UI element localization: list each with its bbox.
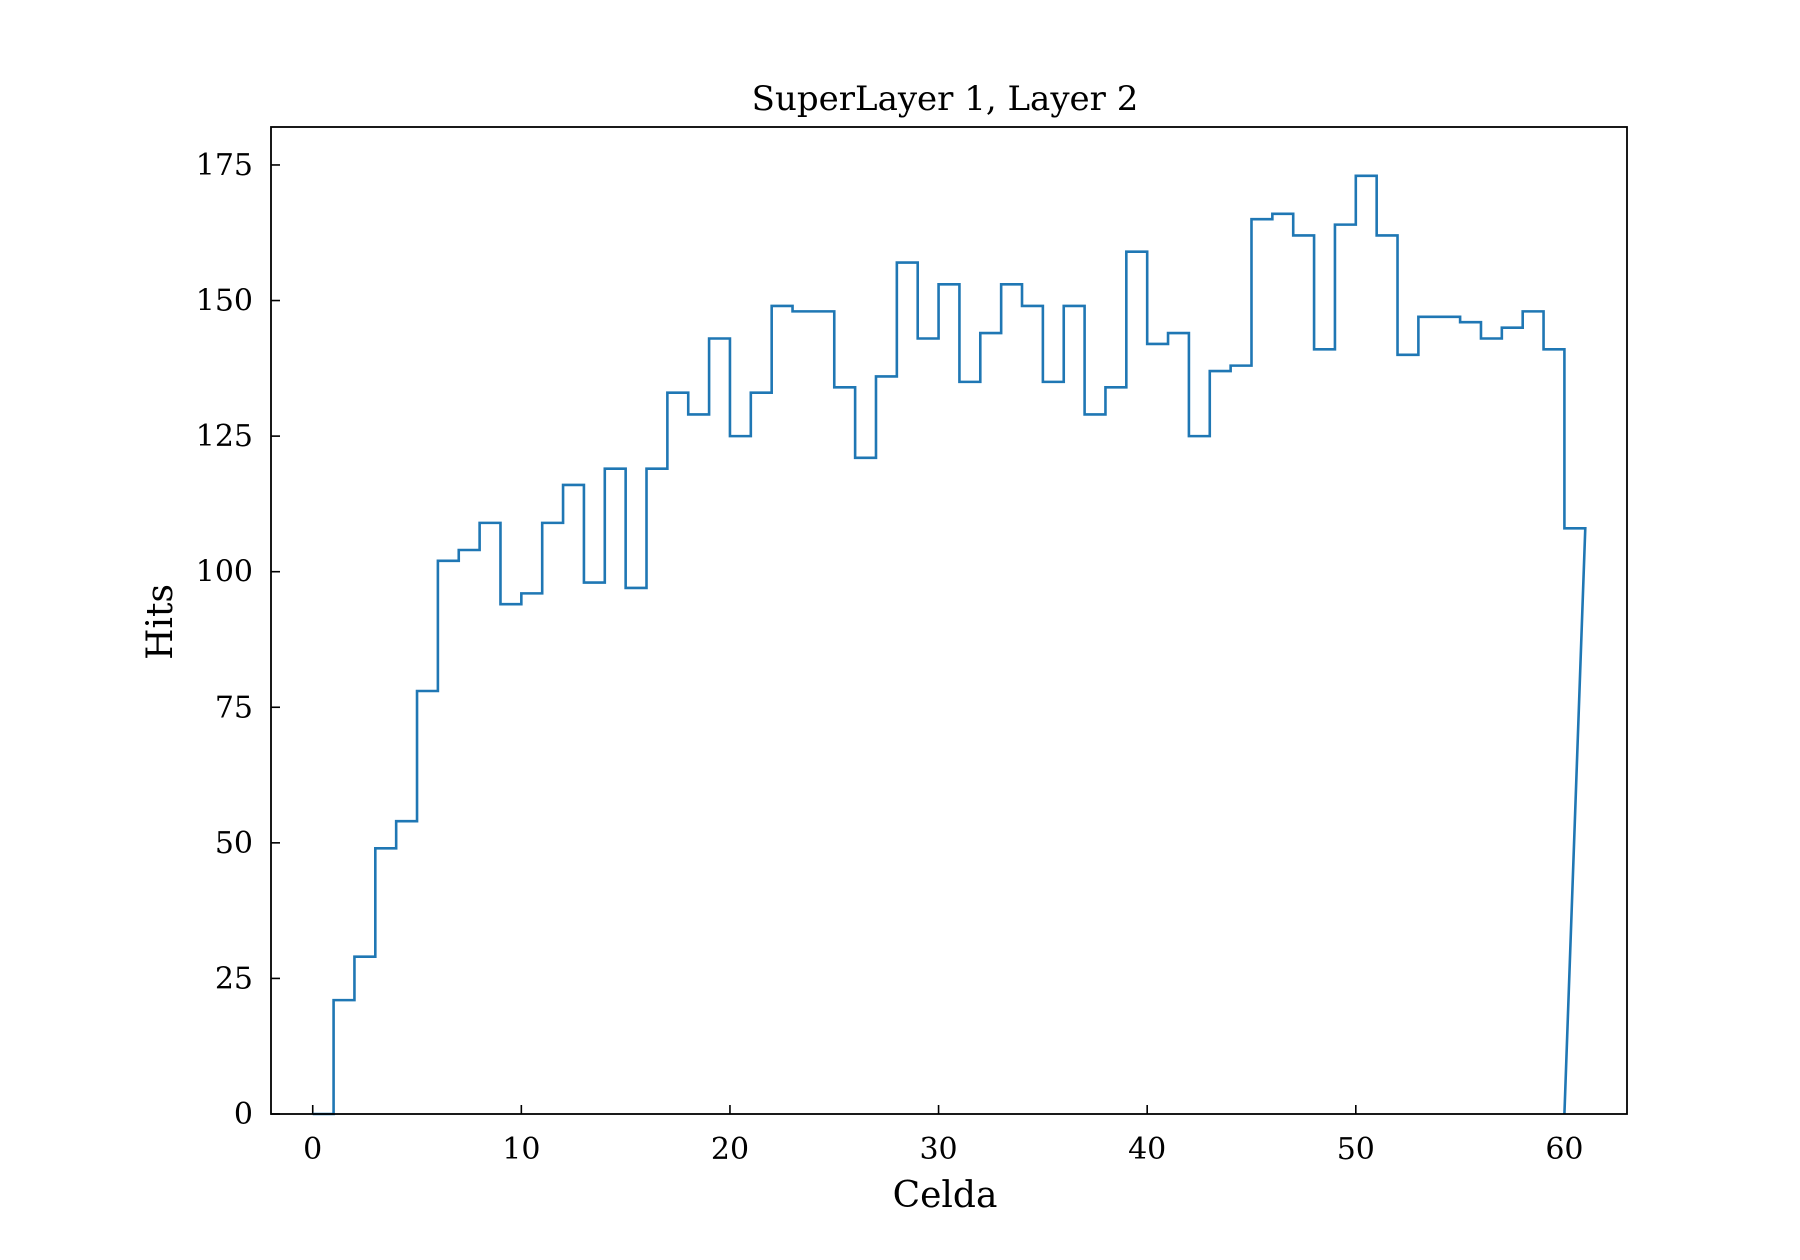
y-tick-label: 175	[196, 148, 253, 183]
x-tick-label: 60	[1545, 1132, 1583, 1167]
ticks-group: 0 10 20 30 40 50 60 0 25 50 75 100 125 150 175	[196, 148, 1584, 1167]
y-tick-label: 25	[215, 961, 253, 996]
x-tick-label: 10	[502, 1132, 540, 1167]
y-tick-label: 0	[234, 1097, 253, 1132]
x-tick-label: 30	[919, 1132, 957, 1167]
y-tick-label: 50	[215, 826, 253, 861]
y-tick-label: 75	[215, 690, 253, 725]
y-tick-label: 125	[196, 419, 253, 454]
y-tick-label: 100	[196, 555, 253, 590]
x-tick-label: 50	[1337, 1132, 1375, 1167]
histogram-step-line	[312, 174, 1587, 1116]
plot-frame	[270, 126, 1628, 1115]
x-tick-label: 20	[711, 1132, 749, 1167]
x-axis-label: Celda	[893, 1175, 998, 1216]
chart-title: SuperLayer 1, Layer 2	[752, 79, 1139, 119]
x-tick-label: 40	[1128, 1132, 1166, 1167]
y-axis-label: Hits	[140, 584, 181, 660]
x-tick-label: 0	[303, 1132, 322, 1167]
y-tick-label: 150	[196, 284, 253, 319]
